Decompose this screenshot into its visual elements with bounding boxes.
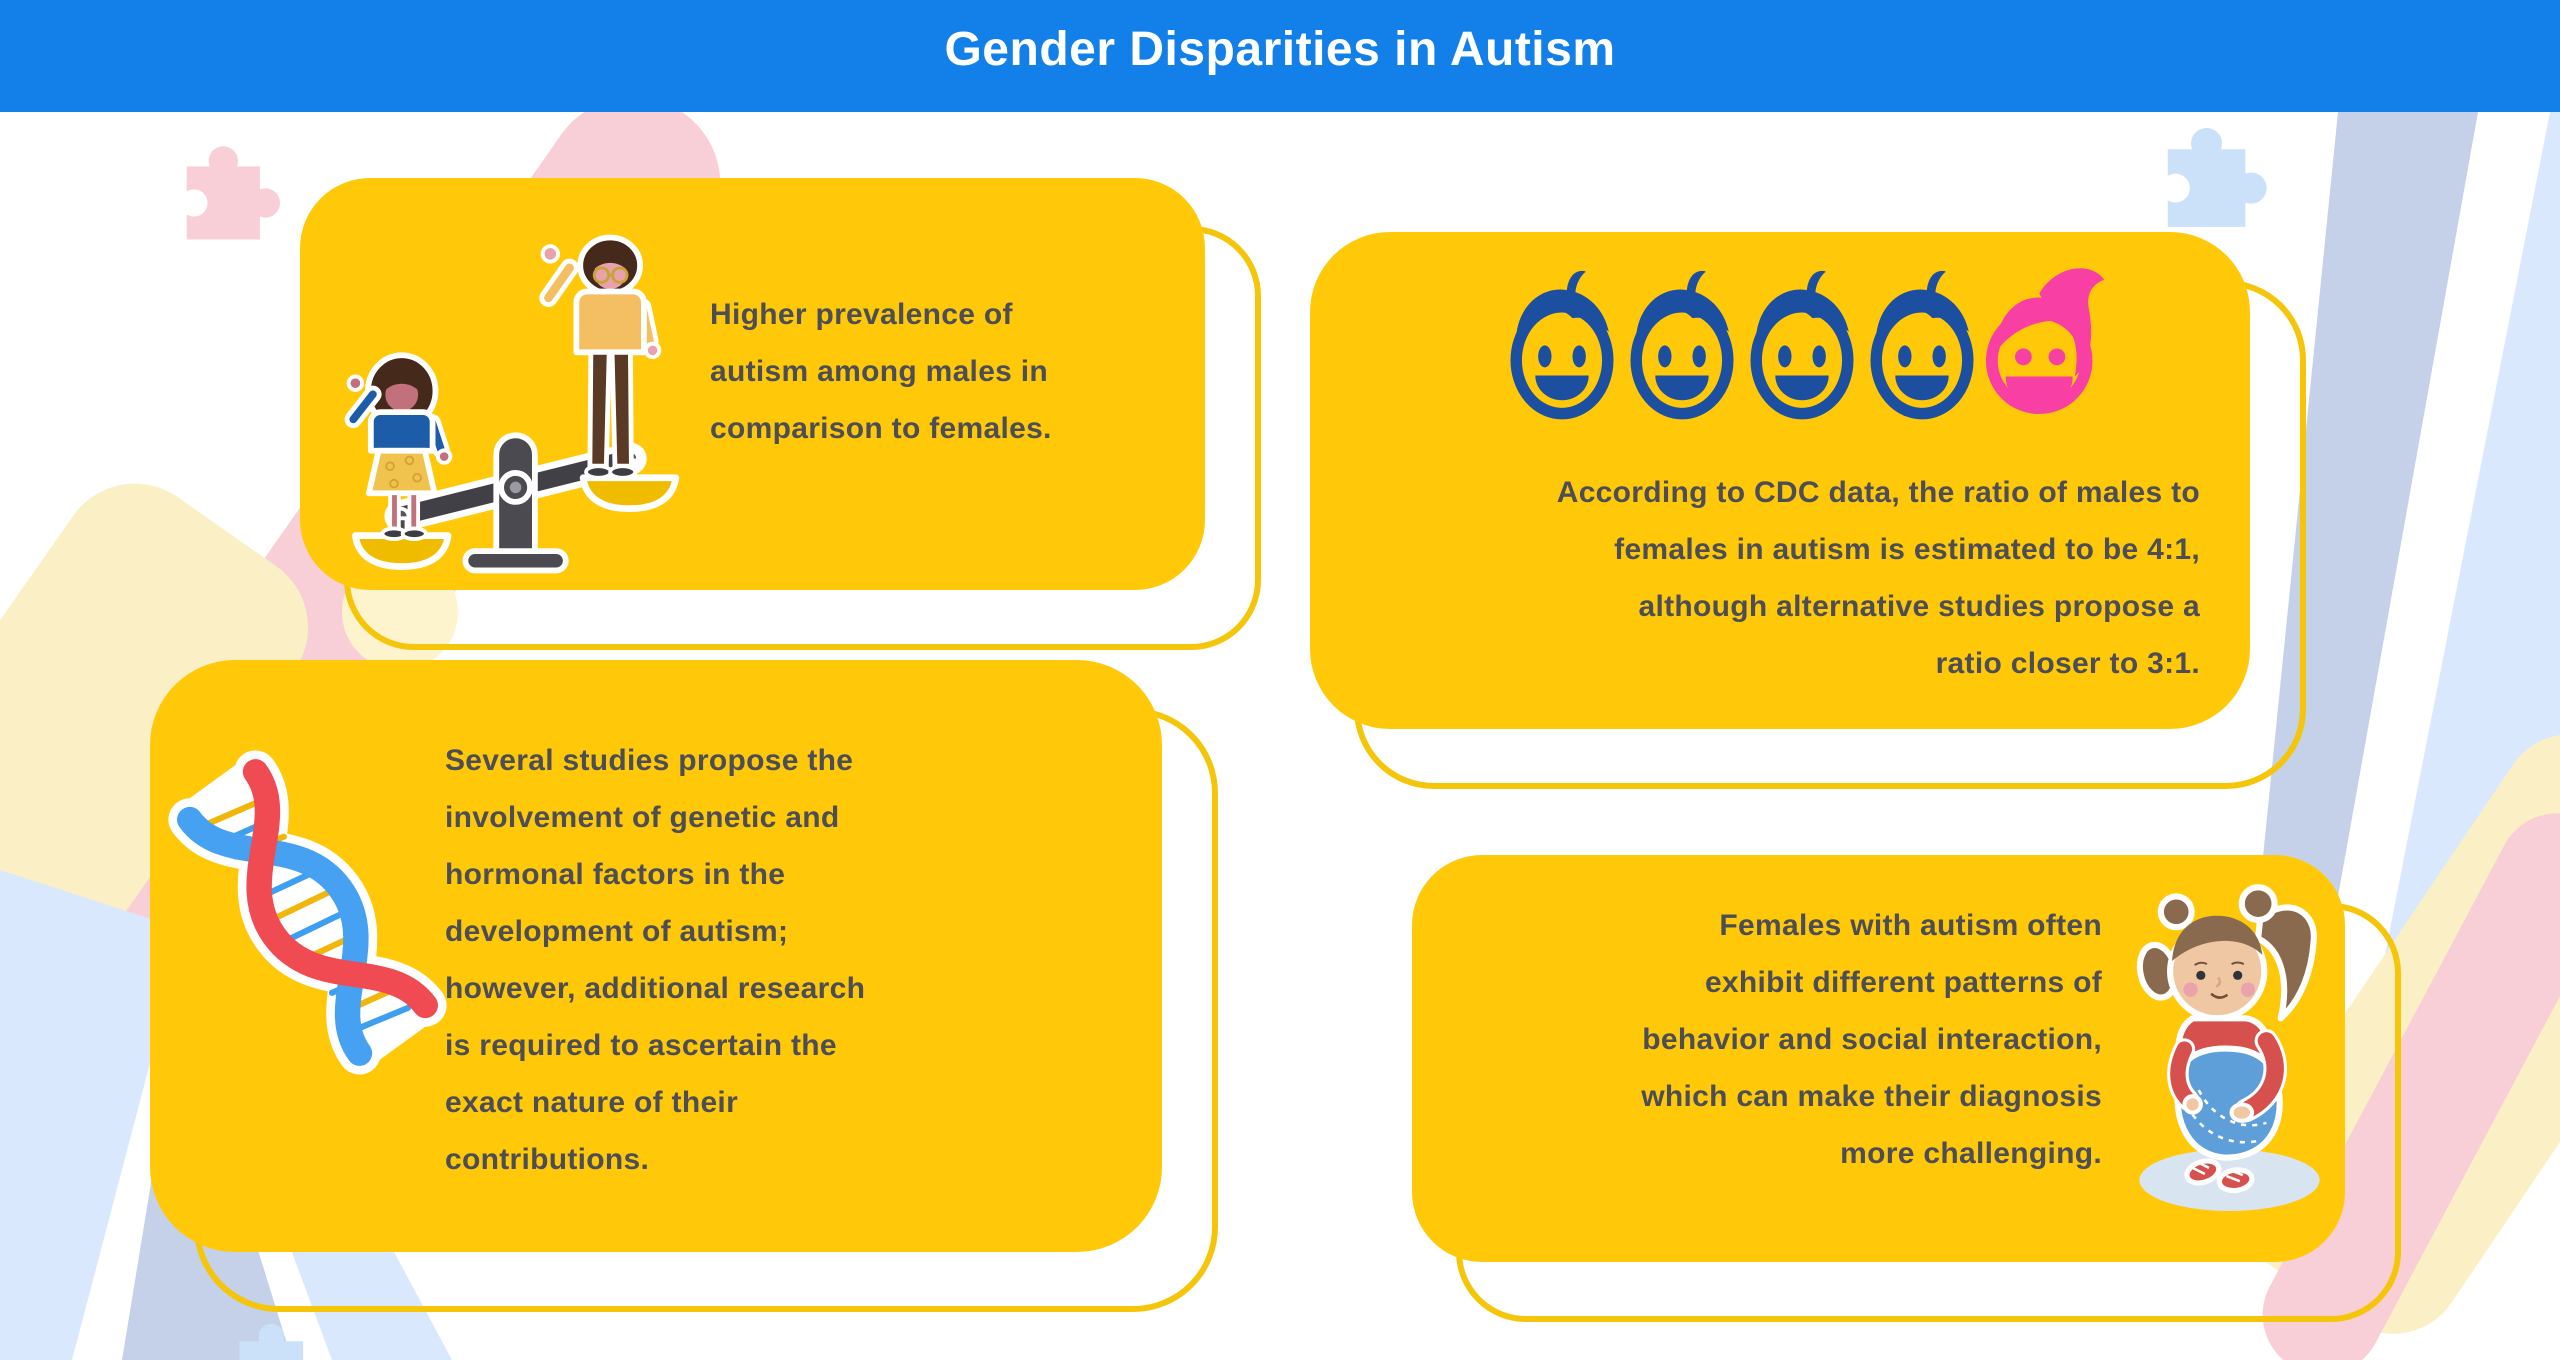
boy-face-icon <box>1620 260 1744 428</box>
dna-helix-illustration <box>168 750 447 1075</box>
sitting-girl-illustration <box>2127 877 2332 1215</box>
female-diagnosis-text: Females with autism often exhibit differ… <box>1641 909 2102 1170</box>
header-bar: Gender Disparities in Autism <box>0 0 2560 112</box>
puzzle-piece-blue-top-right-icon <box>2167 127 2267 227</box>
card-cdc-ratio: According to CDC data, the ratio of male… <box>1310 232 2250 729</box>
boy-figure <box>539 234 662 480</box>
boy-face-icon <box>1860 260 1984 428</box>
bg-wedge-bluegray-top-right <box>2250 112 2478 1042</box>
bg-ribbon-cream-left <box>0 483 309 957</box>
puzzle-piece-pink-top-left-icon <box>186 146 280 240</box>
prevalence-text: Higher prevalence of autism among males … <box>710 298 1052 445</box>
balance-scale-girl-boy-illustration <box>320 196 688 582</box>
bg-wedge-lightblue-bottom-left <box>0 870 185 1360</box>
boy-face-icon <box>1500 260 1624 428</box>
girl-figure <box>344 352 453 541</box>
page-title: Gender Disparities in Autism <box>944 22 1616 76</box>
cdc-ratio-text: According to CDC data, the ratio of male… <box>1556 476 2200 680</box>
genetics-text: Several studies propose the involvement … <box>445 744 866 1176</box>
ratio-faces-pictogram <box>1500 260 2124 428</box>
girl-face-icon <box>1980 260 2128 428</box>
card-female-diagnosis: Females with autism often exhibit differ… <box>1412 855 2345 1262</box>
boy-face-icon <box>1740 260 1864 428</box>
card-genetics: Several studies propose the involvement … <box>150 660 1162 1252</box>
card-prevalence: Higher prevalence of autism among males … <box>300 178 1205 590</box>
